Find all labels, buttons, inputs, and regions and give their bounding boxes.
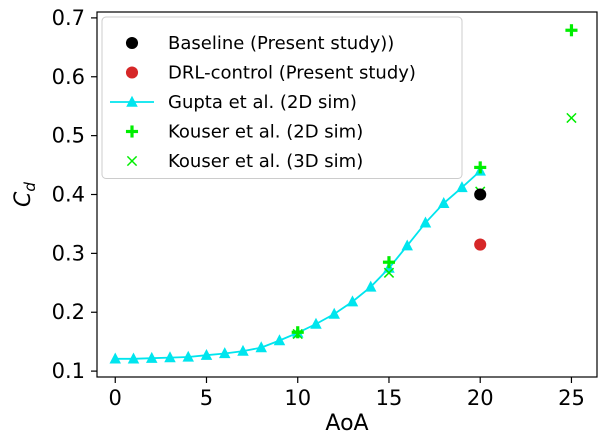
legend-entry: DRL-control (Present study) — [125, 63, 416, 84]
axis-ticks: 0 5 10 15 20 25 0.1 0.2 0.3 0.4 0.5 0.6 0.7 — [52, 6, 585, 410]
y-tick-label: 0.1 — [52, 359, 85, 383]
data-point — [566, 112, 577, 124]
y-tick-label: 0.2 — [52, 300, 85, 324]
data-point — [145, 351, 158, 363]
data-point — [291, 326, 304, 339]
data-point — [474, 161, 487, 174]
legend-entry: Kouser et al. (2D sim) — [125, 122, 363, 143]
data-point — [565, 24, 578, 37]
legend-label: Kouser et al. (2D sim) — [168, 122, 363, 143]
x-tick-label: 5 — [200, 386, 213, 410]
series-3 — [291, 24, 578, 339]
y-axis-label-subscript: d — [21, 182, 39, 192]
series-1 — [474, 238, 487, 251]
data-point — [292, 328, 303, 340]
data-point — [419, 216, 432, 228]
data-point — [382, 256, 396, 269]
legend-label: DRL-control (Present study) — [168, 63, 416, 84]
x-tick-label: 15 — [376, 386, 403, 410]
y-axis-label-main: C — [11, 191, 36, 207]
legend-marker — [125, 66, 139, 79]
x-tick-label: 0 — [109, 386, 122, 410]
data-point-d2 — [566, 112, 577, 124]
legend-marker-d2 — [126, 155, 138, 167]
data-point — [474, 238, 487, 251]
legend-marker — [125, 125, 139, 138]
y-tick-label: 0.7 — [52, 6, 85, 30]
data-point — [218, 347, 231, 359]
data-point — [237, 344, 249, 356]
series-4 — [292, 112, 577, 340]
x-axis-label: AoA — [325, 411, 368, 436]
y-tick-label: 0.5 — [52, 124, 85, 148]
data-point — [328, 307, 340, 319]
legend-entry: Gupta et al. (2D sim) — [110, 92, 357, 113]
legend-label: Kouser et al. (3D sim) — [168, 151, 363, 172]
data-point — [200, 348, 213, 360]
x-tick-label: 10 — [284, 386, 311, 410]
data-point-d2 — [383, 267, 395, 278]
series-layer — [109, 24, 578, 364]
legend-label: Gupta et al. (2D sim) — [168, 92, 357, 113]
data-point — [437, 197, 450, 209]
legend-marker — [126, 155, 138, 167]
y-tick-label: 0.6 — [52, 65, 85, 89]
data-point — [456, 181, 468, 193]
data-point — [310, 317, 322, 329]
y-tick-label: 0.4 — [52, 183, 85, 207]
legend-marker — [125, 36, 139, 50]
data-point — [401, 239, 413, 251]
data-point — [364, 280, 377, 292]
x-tick-label: 20 — [467, 386, 494, 410]
y-tick-label: 0.3 — [52, 241, 85, 265]
data-point — [127, 352, 140, 364]
data-point — [346, 295, 359, 307]
data-point — [109, 352, 121, 364]
legend-box — [101, 16, 463, 179]
legend-label: Baseline (Present study)) — [168, 33, 394, 54]
data-point — [383, 267, 395, 278]
data-point — [164, 351, 176, 363]
data-point — [182, 350, 194, 362]
legend-entry: Kouser et al. (3D sim) — [126, 151, 363, 172]
y-axis-label: Cd — [11, 182, 39, 207]
legend-entry: Baseline (Present study)) — [125, 33, 394, 54]
legend-marker — [126, 95, 138, 107]
data-point — [474, 188, 487, 201]
series-0 — [474, 188, 487, 201]
data-point-d2 — [292, 328, 303, 340]
x-tick-label: 25 — [558, 386, 585, 410]
legend: Baseline (Present study)) DRL-control (Pr… — [101, 16, 463, 179]
data-point — [273, 334, 286, 346]
data-point — [255, 341, 267, 353]
